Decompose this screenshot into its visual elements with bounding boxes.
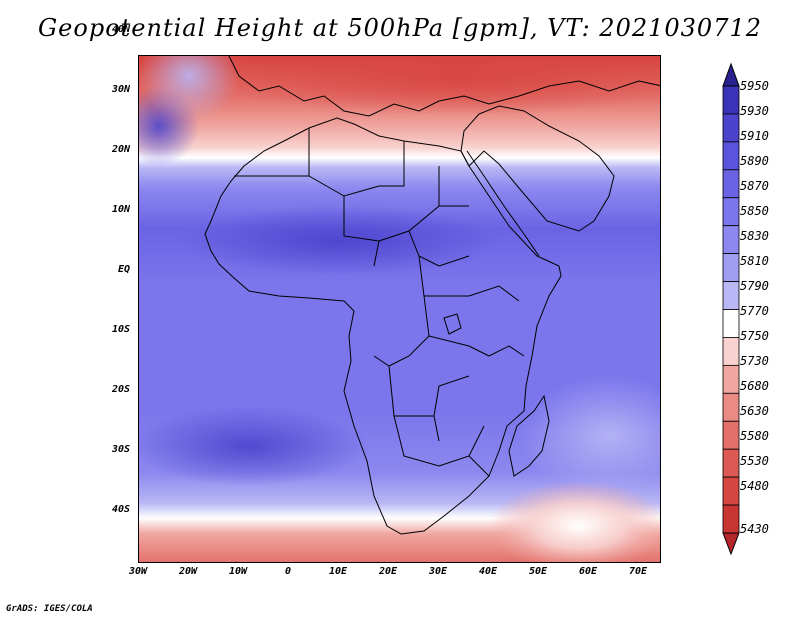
colorbar-label: 5430: [740, 522, 769, 536]
colorbar-cells: [722, 85, 740, 534]
lon-label: 10E: [328, 566, 348, 577]
colorbar-cell: [722, 113, 740, 143]
lon-label: 10W: [228, 566, 248, 577]
lat-label: 20S: [111, 384, 130, 395]
lon-label: 20W: [178, 566, 198, 577]
red-sea: [466, 150, 540, 257]
europe-coast: [228, 56, 660, 117]
colorbar-label: 5790: [740, 279, 769, 293]
lat-label: 10N: [111, 204, 130, 215]
map-svg: [139, 56, 660, 562]
colorbar-label: 5480: [740, 479, 769, 493]
coastlines: [204, 56, 660, 535]
madagascar: [508, 394, 550, 477]
southern-trough: [489, 481, 660, 562]
lat-label: 30N: [111, 84, 130, 95]
lon-label: 60E: [578, 566, 598, 577]
colorbar-cell: [722, 197, 740, 227]
indian-ocean-low: [519, 376, 660, 496]
lat-label: EQ: [117, 264, 130, 275]
colorbar-cell: [722, 253, 740, 282]
colorbar-cell: [722, 281, 740, 310]
colorbar-label: 5870: [740, 179, 769, 193]
colorbar-cell: [722, 392, 740, 422]
lon-label: 0: [284, 566, 292, 577]
sahel-high: [179, 206, 499, 276]
colorbar-label: 5930: [740, 104, 769, 118]
grads-credit: GrADS: IGES/COLA: [6, 604, 93, 614]
colorbar-label: 5530: [740, 454, 769, 468]
colorbar-cell: [722, 225, 740, 255]
south-atlantic-high: [139, 406, 369, 486]
lon-label: 50E: [528, 566, 548, 577]
colorbar-label: 5950: [740, 79, 769, 93]
country-borders: [234, 128, 525, 477]
colorbar-cell: [722, 85, 740, 115]
lat-label: 20N: [111, 144, 130, 155]
colorbar-cell: [722, 476, 740, 506]
lon-label: 30E: [428, 566, 448, 577]
lon-label: 20E: [378, 566, 398, 577]
geopotential-map: [138, 55, 661, 563]
colorbar-label: 5810: [740, 254, 769, 268]
lat-label: 10S: [111, 324, 130, 335]
northern-trough: [219, 56, 660, 116]
northwest-ridge: [139, 56, 239, 121]
colorbar-cell: [722, 169, 740, 199]
colorbar-label: 5750: [740, 329, 769, 343]
colorbar-cell: [722, 337, 740, 366]
map-title: Geopotential Height at 500hPa [gpm], VT:…: [38, 14, 762, 42]
colorbar-label: 5830: [740, 229, 769, 243]
colorbar-cell: [722, 448, 740, 478]
colorbar-label: 5890: [740, 154, 769, 168]
colorbar-cell: [722, 420, 740, 450]
lon-label: 40E: [478, 566, 498, 577]
colorbar-bottom-arrow: [722, 532, 740, 556]
colorbar-label: 5850: [740, 204, 769, 218]
africa-coastline: [204, 117, 562, 535]
colorbar-top-arrow: [722, 62, 740, 87]
lon-label: 70E: [628, 566, 648, 577]
lat-label: 40N: [111, 24, 130, 35]
lake-victoria: [443, 313, 462, 335]
arabian-peninsula: [460, 105, 615, 232]
colorbar-cell: [722, 309, 740, 338]
colorbar-label: 5580: [740, 429, 769, 443]
colorbar-label: 5630: [740, 404, 769, 418]
colorbar-label: 5910: [740, 129, 769, 143]
colorbar-label: 5680: [740, 379, 769, 393]
lat-label: 30S: [111, 444, 130, 455]
colorbar-label: 5730: [740, 354, 769, 368]
lon-label: 30W: [128, 566, 148, 577]
colorbar-label: 5770: [740, 304, 769, 318]
colorbar-cell: [722, 504, 740, 534]
lat-label: 40S: [111, 504, 130, 515]
colorbar-cell: [722, 141, 740, 171]
colorbar-cell: [722, 364, 740, 394]
colorbar: [722, 62, 740, 556]
